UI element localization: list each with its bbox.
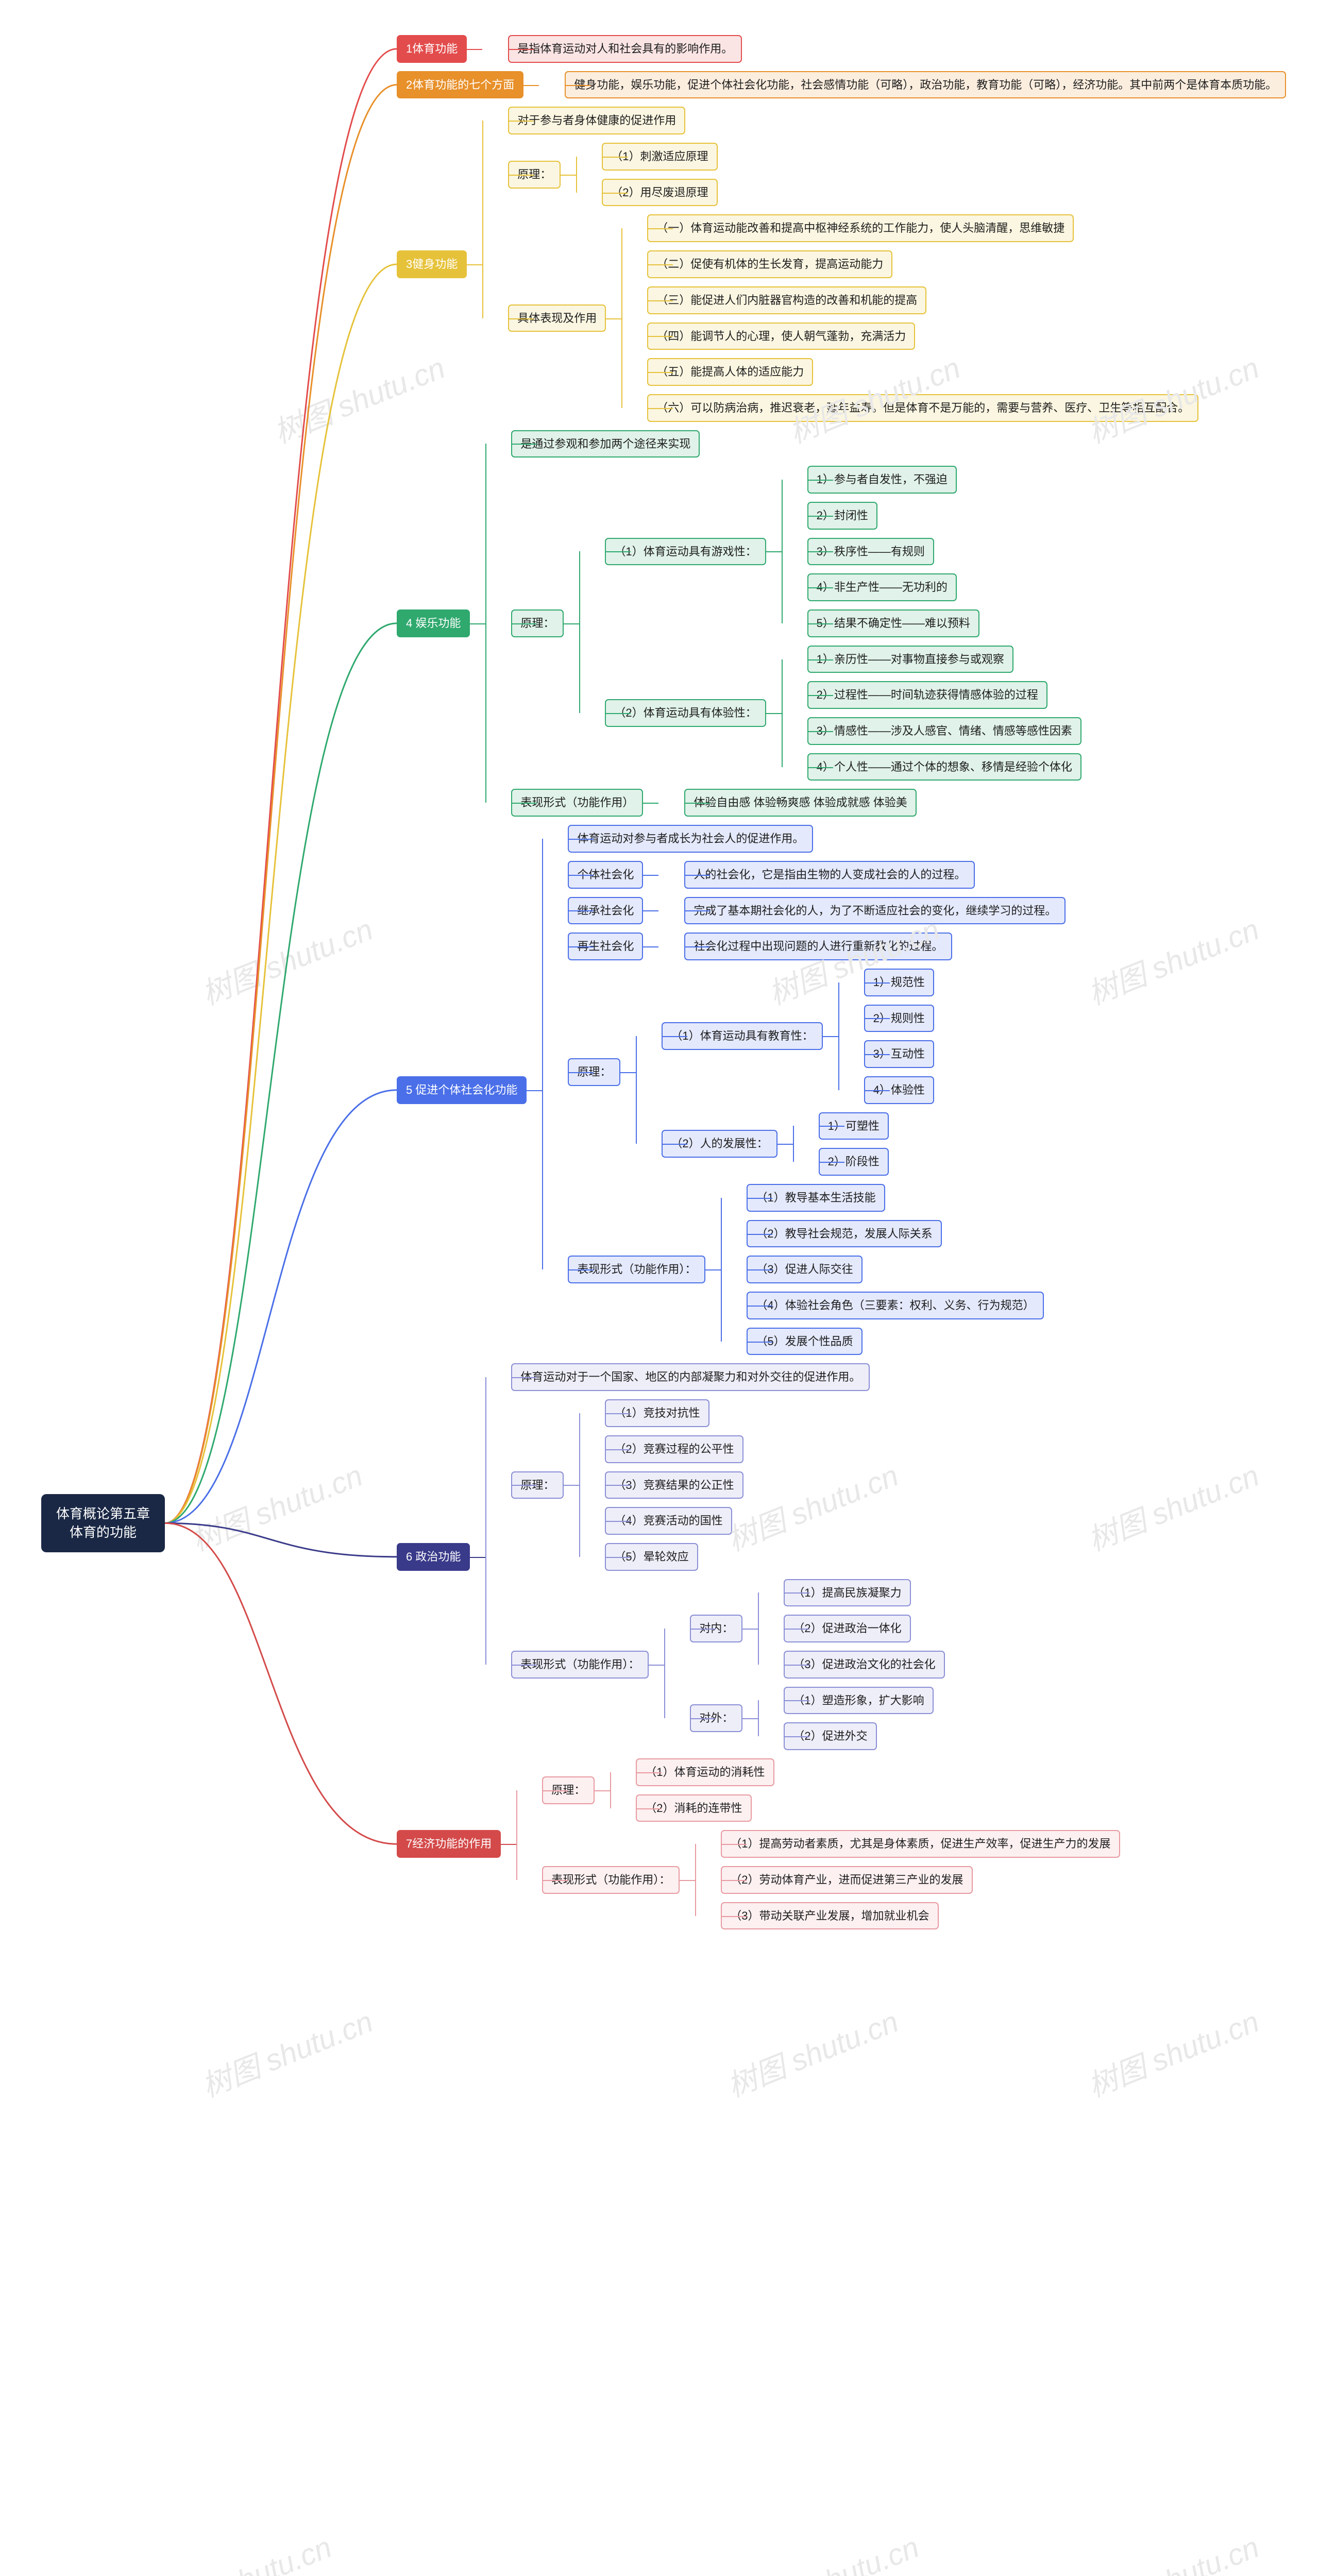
- branch-node: 6 政治功能: [397, 1543, 470, 1571]
- child-node: 原理：: [511, 609, 564, 637]
- child-node: （1）体育运动的消耗性: [636, 1758, 774, 1786]
- branch-node: 1体育功能: [397, 35, 467, 63]
- child-node: 个体社会化: [568, 861, 643, 889]
- child-node: （1）提高民族凝聚力: [784, 1579, 910, 1607]
- child-node: （一）体育运动能改善和提高中枢神经系统的工作能力，使人头脑清醒，思维敏捷: [647, 214, 1074, 242]
- child-node: 3）情感性——涉及人感官、情绪、情感等感性因素: [807, 717, 1081, 745]
- child-node: 再生社会化: [568, 933, 643, 960]
- child-node: （二）促使有机体的生长发育，提高运动能力: [647, 250, 892, 278]
- child-node: （3）带动关联产业发展，增加就业机会: [721, 1902, 938, 1930]
- watermark: 树图 shutu.cn: [184, 1451, 368, 1560]
- child-node: （四）能调节人的心理，使人朝气蓬勃，充满活力: [647, 323, 915, 350]
- child-node: 4）体验性: [864, 1076, 934, 1104]
- child-node: （2）教导社会规范，发展人际关系: [747, 1220, 941, 1248]
- child-node: （1）体育运动具有游戏性：: [605, 538, 766, 566]
- child-node: （2）用尽废退原理: [602, 179, 717, 207]
- root-label: 体育概论第五章体育的功能: [56, 1506, 150, 1540]
- watermark: 树图 shutu.cn: [1080, 1997, 1264, 2106]
- watermark: 树图 shutu.cn: [153, 2523, 337, 2576]
- child-node: 2）过程性——时间轨迹获得情感体验的过程: [807, 681, 1047, 709]
- child-node: （2）劳动体育产业，进而促进第三产业的发展: [721, 1866, 972, 1894]
- watermark: 树图 shutu.cn: [194, 1997, 378, 2106]
- child-node: （1）刺激适应原理: [602, 143, 717, 171]
- child-node: （五）能提高人体的适应能力: [647, 358, 813, 386]
- child-node: （1）竞技对抗性: [605, 1399, 709, 1427]
- child-node: （3）竞赛结果的公正性: [605, 1471, 743, 1499]
- child-node: 4）个人性——通过个体的想象、移情是经验个体化: [807, 753, 1081, 781]
- child-node: 5）结果不确定性——难以预料: [807, 609, 979, 637]
- tree-container: 1体育功能 是指体育运动对人和社会具有的影响作用。 2体育功能的七个方面 健身功能，娱…: [371, 31, 1319, 1934]
- child-node: 1）亲历性——对事物直接参与或观察: [807, 646, 1013, 673]
- child-node: （六）可以防病治病，推迟衰老，延年益寿。但是体育不是万能的，需要与营养、医疗、卫…: [647, 394, 1198, 422]
- child-node: 人的社会化，它是指由生物的人变成社会的人的过程。: [684, 861, 975, 889]
- child-node: 2）封闭性: [807, 502, 877, 530]
- child-node: （3）促进政治文化的社会化: [784, 1651, 944, 1679]
- child-node: （4）竞赛活动的国性: [605, 1507, 732, 1535]
- child-node: 1）可塑性: [819, 1112, 889, 1140]
- child-node: 是通过参观和参加两个途径来实现: [511, 430, 700, 458]
- child-node: （5）晕轮效应: [605, 1543, 698, 1571]
- branch-node: 3健身功能: [397, 250, 467, 278]
- child-node: 2）阶段性: [819, 1148, 889, 1176]
- child-node: 表现形式（功能作用）: [511, 789, 643, 817]
- child-node: 完成了基本期社会化的人，为了不断适应社会的变化，继续学习的过程。: [684, 897, 1066, 925]
- child-node: 1）规范性: [864, 969, 934, 996]
- child-node: 体育运动对于一个国家、地区的内部凝聚力和对外交往的促进作用。: [511, 1363, 870, 1391]
- child-node: 健身功能，娱乐功能，促进个体社会化功能，社会感情功能（可略），政治功能，教育功能…: [565, 71, 1286, 99]
- child-node: 对内：: [690, 1615, 742, 1642]
- mindmap-canvas: 体育概论第五章体育的功能 1体育功能 是指体育运动对人和社会具有的影响作用。 2体育…: [0, 0, 1319, 2576]
- child-node: （3）促进人际交往: [747, 1256, 862, 1283]
- child-node: 原理：: [508, 161, 561, 189]
- child-node: 具体表现及作用: [508, 304, 606, 332]
- child-node: （1）塑造形象，扩大影响: [784, 1687, 933, 1715]
- child-node: 原理：: [511, 1471, 564, 1499]
- child-node: 表现形式（功能作用）：: [511, 1651, 649, 1679]
- child-node: （1）提高劳动者素质，尤其是身体素质，促进生产效率，促进生产力的发展: [721, 1830, 1120, 1858]
- child-node: 3）互动性: [864, 1040, 934, 1068]
- child-node: （2）促进政治一体化: [784, 1615, 910, 1642]
- child-node: 3）秩序性——有规则: [807, 538, 934, 566]
- branch-node: 5 促进个体社会化功能: [397, 1076, 527, 1104]
- child-node: （5）发展个性品质: [747, 1328, 862, 1355]
- child-node: 4）非生产性——无功利的: [807, 573, 957, 601]
- child-node: 表现形式（功能作用）：: [568, 1256, 705, 1283]
- watermark: 树图 shutu.cn: [1080, 2523, 1264, 2576]
- watermark: 树图 shutu.cn: [740, 2523, 924, 2576]
- child-node: 体育运动对参与者成长为社会人的促进作用。: [568, 825, 813, 853]
- root-node: 体育概论第五章体育的功能: [41, 1494, 165, 1552]
- child-node: 表现形式（功能作用）：: [542, 1866, 680, 1894]
- child-node: （2）消耗的连带性: [636, 1794, 751, 1822]
- child-node: （1）体育运动具有教育性：: [662, 1022, 822, 1050]
- watermark: 树图 shutu.cn: [720, 1997, 904, 2106]
- child-node: 体验自由感 体验畅爽感 体验成就感 体验美: [684, 789, 916, 817]
- branch-node: 7经济功能的作用: [397, 1830, 501, 1858]
- child-node: 1）参与者自发性，不强迫: [807, 466, 957, 494]
- child-node: （1）教导基本生活技能: [747, 1184, 885, 1212]
- child-node: 对于参与者身体健康的促进作用: [508, 107, 685, 134]
- child-node: （2）体育运动具有体验性：: [605, 699, 766, 727]
- branch-node: 2体育功能的七个方面: [397, 71, 523, 99]
- watermark: 树图 shutu.cn: [194, 905, 378, 1013]
- branch-node: 4 娱乐功能: [397, 609, 470, 637]
- child-node: （三）能促进人们内脏器官构造的改善和机能的提高: [647, 286, 926, 314]
- child-node: 对外：: [690, 1704, 742, 1732]
- child-node: 原理：: [568, 1058, 620, 1086]
- child-node: （2）人的发展性：: [662, 1130, 777, 1158]
- child-node: 是指体育运动对人和社会具有的影响作用。: [508, 35, 742, 63]
- child-node: 社会化过程中出现问题的人进行重新教化的过程。: [684, 933, 952, 960]
- child-node: 原理：: [542, 1776, 595, 1804]
- child-node: （2）促进外交: [784, 1722, 876, 1750]
- child-node: （4）体验社会角色（三要素：权利、义务、行为规范）: [747, 1292, 1043, 1319]
- child-node: 继承社会化: [568, 897, 643, 925]
- child-node: （2）竞赛过程的公平性: [605, 1435, 743, 1463]
- child-node: 2）规则性: [864, 1005, 934, 1032]
